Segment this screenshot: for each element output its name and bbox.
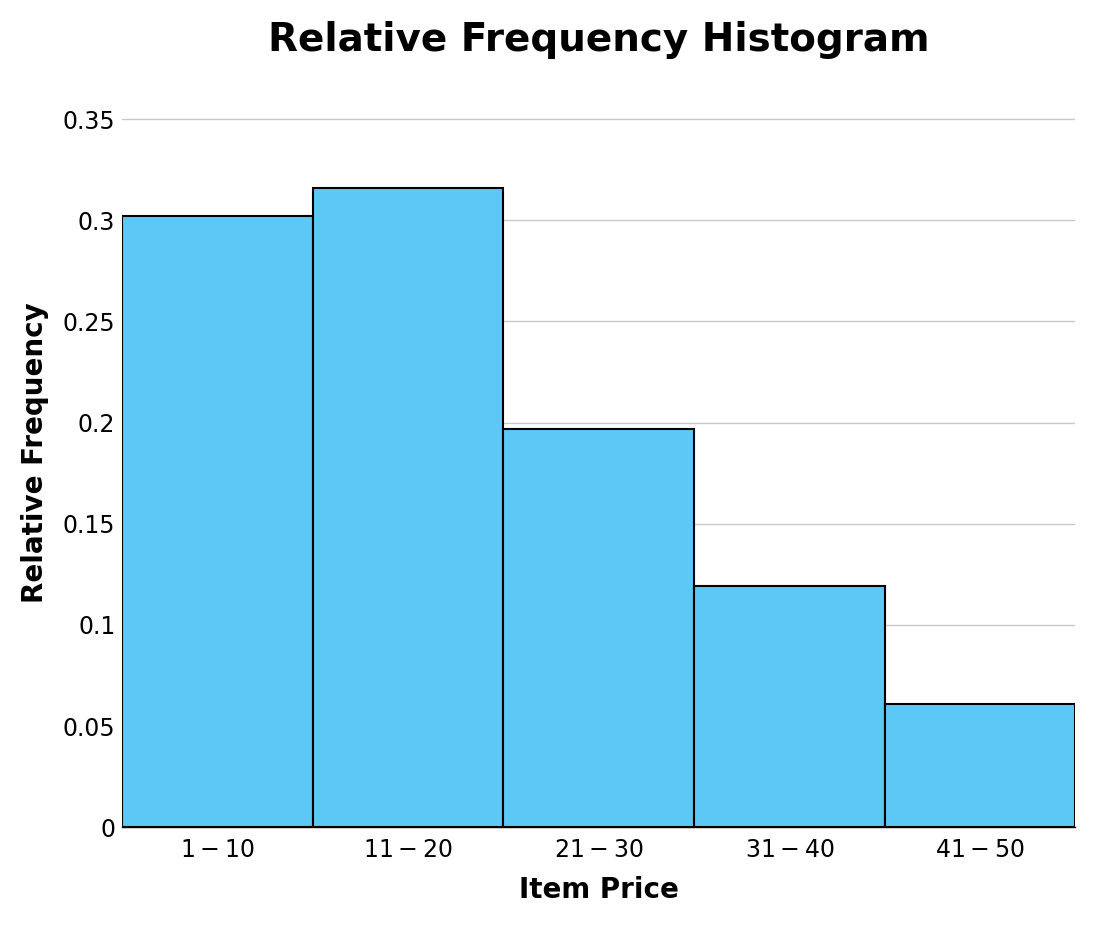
- Y-axis label: Relative Frequency: Relative Frequency: [21, 302, 49, 603]
- Bar: [694, 586, 884, 827]
- Bar: [312, 188, 503, 827]
- Title: Relative Frequency Histogram: Relative Frequency Histogram: [267, 21, 929, 59]
- Bar: [123, 216, 312, 827]
- Bar: [884, 704, 1075, 827]
- Bar: [503, 428, 694, 827]
- X-axis label: Item Price: Item Price: [518, 876, 678, 904]
